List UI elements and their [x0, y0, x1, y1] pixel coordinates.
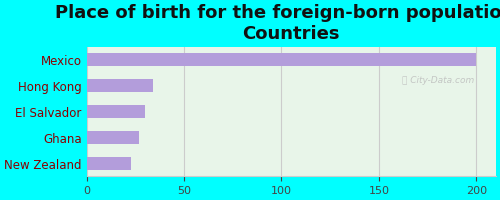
Bar: [86, 105, 145, 118]
Bar: [86, 79, 153, 92]
Bar: [86, 131, 139, 144]
Bar: [86, 53, 476, 66]
Text: Ⓐ City-Data.com: Ⓐ City-Data.com: [402, 76, 474, 85]
Bar: [86, 157, 132, 170]
Title: Place of birth for the foreign-born population -
Countries: Place of birth for the foreign-born popu…: [54, 4, 500, 43]
